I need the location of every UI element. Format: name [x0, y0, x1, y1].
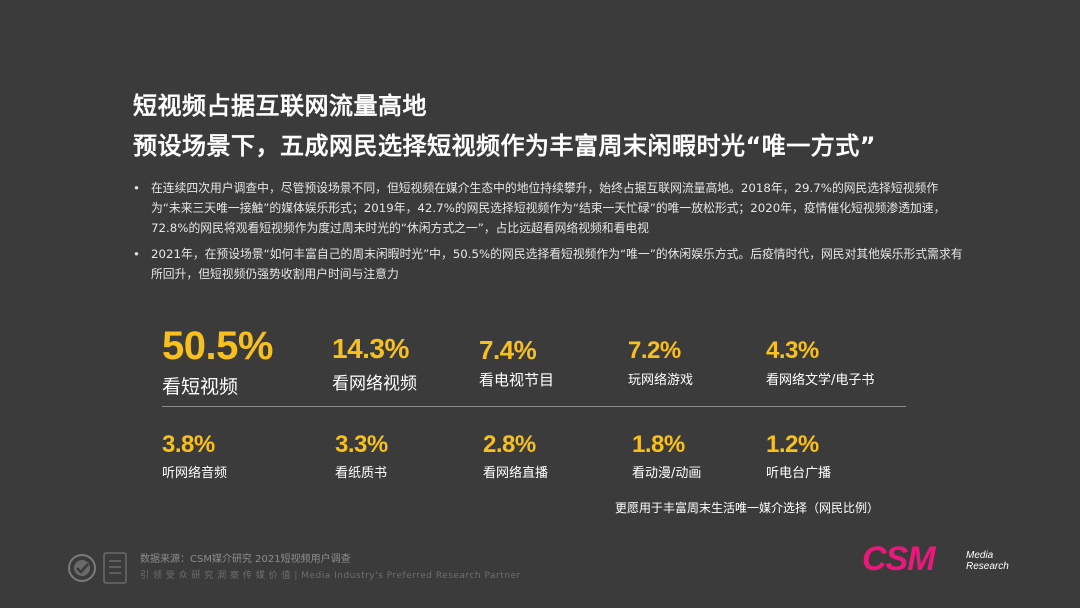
stat-value: 2.8%	[483, 431, 536, 458]
stat-value: 3.3%	[335, 431, 388, 458]
logo-wordmark: CSM	[862, 540, 936, 578]
stat-online-video: 14.3% 看网络视频	[332, 333, 417, 394]
stat-label: 看电视节目	[479, 371, 555, 389]
page-title: 短视频占据互联网流量高地	[133, 92, 427, 120]
bullet-list: 在连续四次用户调查中，尽管预设场景不同，但短视频在媒介生态中的地位持续攀升，始终…	[133, 178, 963, 290]
stat-anime: 1.8% 看动漫/动画	[632, 431, 702, 482]
stat-audio: 3.8% 听网络音频	[162, 431, 228, 482]
stat-live-stream: 2.8% 看网络直播	[483, 431, 549, 482]
logo-subtitle: Media Research	[966, 550, 1009, 572]
stat-value: 50.5%	[162, 324, 273, 368]
stat-value: 4.3%	[766, 337, 819, 364]
stat-paper-book: 3.3% 看纸质书	[335, 431, 388, 482]
stat-games: 7.2% 玩网络游戏	[628, 337, 693, 388]
stat-label: 看网络直播	[483, 466, 549, 481]
stat-label: 看网络视频	[332, 374, 417, 394]
bullet-item: 2021年，在预设场景“如何丰富自己的周末闲暇时光”中，50.5%的网民选择看短…	[133, 244, 963, 284]
stat-value: 1.2%	[766, 431, 819, 458]
chart-caption: 更愿用于丰富周末生活唯一媒介选择（网民比例）	[615, 501, 880, 515]
stat-label: 看短视频	[162, 376, 239, 398]
stat-ebook: 4.3% 看网络文学/电子书	[766, 337, 874, 388]
stat-label: 看动漫/动画	[632, 466, 702, 481]
bullet-item: 在连续四次用户调查中，尽管预设场景不同，但短视频在媒介生态中的地位持续攀升，始终…	[133, 178, 963, 238]
stat-label: 看网络文学/电子书	[766, 373, 875, 388]
stat-label: 听网络音频	[162, 466, 228, 481]
stat-value: 3.8%	[162, 431, 215, 458]
data-source: 数据来源：CSM媒介研究 2021短视频用户调查	[140, 554, 351, 565]
stat-label: 玩网络游戏	[628, 373, 694, 388]
divider	[162, 406, 906, 407]
logo-sub-line2: Research	[966, 561, 1009, 572]
logo-sub-line1: Media	[966, 550, 994, 561]
stat-tv: 7.4% 看电视节目	[479, 335, 554, 390]
csm-logo: CSM Media Research	[862, 540, 1022, 580]
stat-label: 看纸质书	[335, 466, 388, 481]
stat-value: 7.4%	[479, 335, 537, 365]
certification-seal-icon	[68, 552, 127, 584]
stat-label: 听电台广播	[766, 466, 832, 481]
stat-radio: 1.2% 听电台广播	[766, 431, 832, 482]
page-subtitle: 预设场景下，五成网民选择短视频作为丰富周末闲暇时光“唯一方式”	[133, 132, 877, 160]
stat-value: 1.8%	[632, 431, 685, 458]
stat-short-video: 50.5% 看短视频	[162, 324, 273, 399]
tagline: 引 领 受 众 研 究 洞 察 传 媒 价 值 | Media Industry…	[140, 571, 521, 581]
stat-value: 14.3%	[332, 333, 409, 364]
stat-value: 7.2%	[628, 337, 681, 364]
